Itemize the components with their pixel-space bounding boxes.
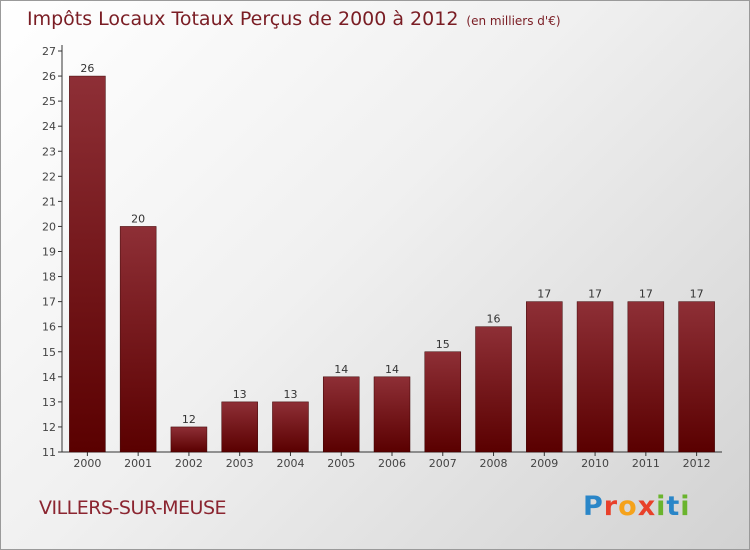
bar-value-label: 20	[131, 212, 145, 225]
bar-2003[interactable]	[221, 401, 258, 453]
y-tick-label: 19	[42, 246, 56, 259]
bar-2005[interactable]	[322, 376, 360, 453]
bar-2004[interactable]	[272, 401, 309, 453]
bar-value-label: 12	[182, 413, 196, 426]
y-tick-label: 15	[42, 346, 56, 359]
x-tick-label: 2008	[480, 457, 508, 470]
x-tick-label: 2006	[378, 457, 406, 470]
bar-2002[interactable]	[170, 426, 208, 453]
bar-2007[interactable]	[424, 351, 462, 453]
y-tick-label: 26	[42, 70, 56, 83]
bar-2001[interactable]	[119, 226, 157, 453]
y-tick-label: 18	[42, 271, 56, 284]
chart-subtitle: (en milliers d'€)	[466, 14, 561, 28]
proxiti-logo[interactable]: Proxiti	[583, 491, 691, 522]
x-tick-label: 2000	[73, 457, 101, 470]
bar-value-label: 17	[639, 288, 653, 301]
bar-value-label: 17	[537, 288, 551, 301]
bar-value-label: 13	[233, 388, 247, 401]
y-tick-label: 27	[42, 45, 56, 58]
y-tick-label: 25	[42, 95, 56, 108]
bar-value-label: 14	[334, 363, 348, 376]
x-tick-label: 2011	[632, 457, 660, 470]
bar-value-label: 17	[588, 288, 602, 301]
logo-letter: P	[583, 491, 604, 522]
x-tick-label: 2002	[175, 457, 203, 470]
x-tick-label: 2004	[276, 457, 304, 470]
bar-2008[interactable]	[475, 326, 512, 453]
bar-2010[interactable]	[576, 301, 614, 453]
y-tick-label: 22	[42, 170, 56, 183]
location-name: VILLERS-SUR-MEUSE	[39, 497, 227, 519]
x-tick-label: 2007	[429, 457, 457, 470]
y-tick-label: 21	[42, 195, 56, 208]
y-tick-label: 23	[42, 145, 56, 158]
y-tick-label: 17	[42, 296, 56, 309]
x-tick-label: 2001	[124, 457, 152, 470]
y-tick-label: 20	[42, 220, 56, 233]
y-tick-label: 16	[42, 321, 56, 334]
logo-letter: r	[603, 491, 619, 522]
x-tick-label: 2010	[581, 457, 609, 470]
bar-2006[interactable]	[373, 376, 411, 453]
chart-heading: Impôts Locaux Totaux Perçus de 2000 à 20…	[27, 8, 561, 30]
bar-value-label: 15	[436, 338, 450, 351]
logo-letter: t	[666, 491, 681, 522]
y-tick-label: 13	[42, 396, 56, 409]
x-tick-label: 2009	[530, 457, 558, 470]
x-tick-label: 2012	[683, 457, 711, 470]
logo-letter: o	[618, 491, 638, 522]
bar-2012[interactable]	[678, 301, 715, 453]
y-tick-label: 14	[42, 371, 56, 384]
logo-letter: x	[637, 491, 657, 522]
logo-letter: i	[680, 491, 691, 522]
bar-2011[interactable]	[627, 301, 665, 453]
chart-title: Impôts Locaux Totaux Perçus de 2000 à 20…	[27, 8, 459, 30]
bar-value-label: 17	[690, 288, 704, 301]
bar-2009[interactable]	[526, 301, 563, 453]
bar-value-label: 13	[283, 388, 297, 401]
bar-value-label: 26	[80, 62, 94, 75]
bar-value-label: 16	[487, 313, 501, 326]
y-tick-label: 24	[42, 120, 56, 133]
y-tick-label: 11	[42, 446, 56, 459]
x-tick-label: 2005	[327, 457, 355, 470]
logo-letter: i	[656, 491, 667, 522]
bar-2000[interactable]	[69, 75, 106, 453]
bar-value-label: 14	[385, 363, 399, 376]
y-tick-label: 12	[42, 421, 56, 434]
x-tick-label: 2003	[226, 457, 254, 470]
